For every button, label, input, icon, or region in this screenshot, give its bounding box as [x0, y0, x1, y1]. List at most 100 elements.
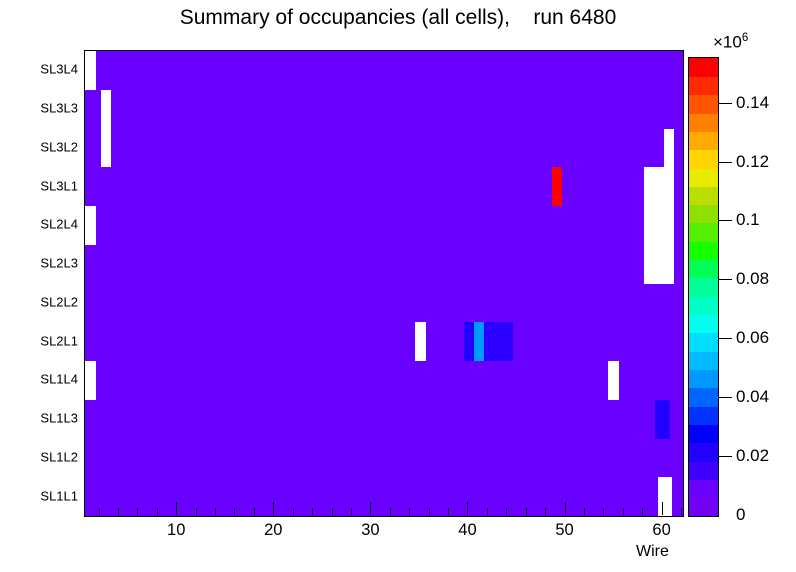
y-tick-label-sl2l2: SL2L2 [40, 294, 78, 310]
colorbar-band-1 [689, 479, 718, 499]
colorbar-band-6 [689, 387, 718, 407]
colorbar-band-21 [689, 112, 718, 132]
heatmap-cell-empty-SL1L4-wire1 [85, 361, 96, 400]
heatmap-cell-empty-SL1L1-wire60 [657, 477, 673, 516]
x-tick-label-10: 10 [167, 521, 186, 539]
colorbar-tick-label-0.14: 0.14 [736, 92, 770, 112]
heatmap-cell-empty-SL2L4-wire1 [85, 206, 96, 245]
x-tick-mark-16 [234, 508, 236, 515]
x-tick-mark-56 [622, 508, 624, 515]
heatmap-cell-empty-SL3L4-wire1 [85, 51, 96, 90]
x-tick-mark-50 [564, 502, 566, 515]
y-tick-label-sl3l4: SL3L4 [40, 61, 78, 77]
x-tick-mark-24 [312, 508, 314, 515]
colorbar-band-11 [689, 296, 718, 316]
x-tick-mark-4 [117, 508, 119, 515]
x-tick-mark-32 [389, 508, 391, 515]
x-tick-mark-6 [137, 508, 139, 515]
x-tick-label-20: 20 [264, 521, 283, 539]
colorbar-band-20 [689, 131, 718, 151]
x-tick-mark-10 [176, 502, 178, 515]
x-tick-mark-46 [525, 508, 527, 515]
x-tick-mark-38 [448, 508, 450, 515]
y-tick-label-sl1l1: SL1L1 [40, 488, 78, 504]
x-tick-mark-48 [545, 508, 547, 515]
colorbar-tick-label-0: 0 [736, 505, 746, 524]
colorbar-band-24 [689, 58, 718, 77]
colorbar-exponent-base: ×10 [713, 32, 742, 52]
plot-area [84, 50, 684, 517]
colorbar-tick-0.04 [719, 397, 732, 399]
heatmap-cell-warm-SL2L1-wire41 [474, 322, 484, 361]
x-tick-mark-62 [681, 508, 683, 515]
x-tick-mark-44 [506, 508, 508, 515]
x-tick-mark-54 [603, 508, 605, 515]
y-tick-label-sl1l4: SL1L4 [40, 371, 78, 387]
colorbar-tick-0.08 [719, 279, 732, 281]
x-tick-mark-58 [642, 508, 644, 515]
colorbar-tick-label-0.06: 0.06 [736, 328, 770, 348]
x-tick-mark-18 [253, 508, 255, 515]
x-tick-mark-52 [583, 508, 585, 515]
heatmap-cell-empty-SL1L4-wire55 [608, 361, 619, 400]
colorbar-band-9 [689, 332, 718, 352]
x-axis-title: Wire [636, 543, 669, 560]
colorbar-band-15 [689, 222, 718, 242]
x-tick-mark-2 [98, 508, 100, 515]
colorbar-band-14 [689, 241, 718, 261]
x-tick-mark-60 [661, 502, 663, 515]
colorbar-band-22 [689, 94, 718, 114]
colorbar-band-4 [689, 424, 718, 444]
x-tick-mark-34 [409, 508, 411, 515]
x-tick-label-60: 60 [652, 521, 671, 539]
heatmap-cell-empty-SL2L1-wire35 [415, 322, 426, 361]
colorbar-exponent-power: 6 [741, 32, 749, 44]
x-tick-mark-30 [370, 502, 372, 515]
colorbar-band-8 [689, 351, 718, 371]
heatmap-baseline [85, 51, 683, 516]
x-tick-label-50: 50 [555, 521, 574, 539]
colorbar-tick-0.06 [719, 338, 732, 340]
colorbar-tick-0.1 [719, 220, 732, 222]
colorbar-tick-0.02 [719, 456, 732, 458]
colorbar-tick-0.12 [719, 161, 732, 163]
colorbar-band-13 [689, 259, 718, 279]
x-tick-mark-42 [486, 508, 488, 515]
x-tick-mark-12 [195, 508, 197, 515]
y-axis-labels: SL1L1 SL1L2 SL1L3 SL1L4 SL2L1 SL2L2 SL2L3 SL2L4… [12, 0, 78, 572]
x-tick-mark-20 [273, 502, 275, 515]
heatmap-cell-warm-SL1L3-wire60 [654, 399, 671, 439]
heatmap-cell-warm-SL2L1-wires42-44 [483, 322, 514, 361]
colorbar-tick-0.14 [719, 102, 732, 104]
colorbar-band-3 [689, 442, 718, 462]
x-tick-label-30: 30 [361, 521, 380, 539]
colorbar-tick-label-0.02: 0.02 [736, 446, 770, 466]
y-tick-label-sl1l2: SL1L2 [40, 449, 78, 465]
colorbar-band-7 [689, 369, 718, 389]
colorbar-tick-label-0.12: 0.12 [736, 151, 770, 171]
x-tick-mark-14 [215, 508, 217, 515]
y-tick-label-sl2l1: SL2L1 [40, 333, 78, 349]
heatmap-cells [85, 51, 683, 516]
colorbar-band-16 [689, 204, 718, 224]
colorbar-band-10 [689, 314, 718, 334]
heatmap-cell-empty-SL3L2-SL3L1-wire3 [100, 89, 112, 168]
y-tick-label-sl3l2: SL3L2 [40, 139, 78, 155]
x-tick-mark-22 [292, 508, 294, 515]
colorbar-band-19 [689, 149, 718, 169]
colorbar-band-2 [689, 461, 718, 480]
colorbar-tick-label-0.08: 0.08 [736, 269, 770, 289]
colorbar-band-18 [689, 167, 718, 187]
colorbar-band-5 [689, 406, 718, 425]
heatmap-cell-empty-SL2L3-SL2L1-wire59 [644, 167, 675, 284]
x-tick-mark-26 [331, 508, 333, 515]
colorbar-band-17 [689, 186, 718, 206]
x-tick-label-40: 40 [458, 521, 477, 539]
x-tick-mark-36 [428, 508, 430, 515]
x-tick-mark-28 [350, 508, 352, 515]
colorbar [688, 57, 719, 517]
colorbar-tick-label-0.1: 0.1 [736, 210, 760, 230]
x-tick-mark-40 [467, 502, 469, 515]
y-tick-label-sl3l3: SL3L3 [40, 100, 78, 116]
